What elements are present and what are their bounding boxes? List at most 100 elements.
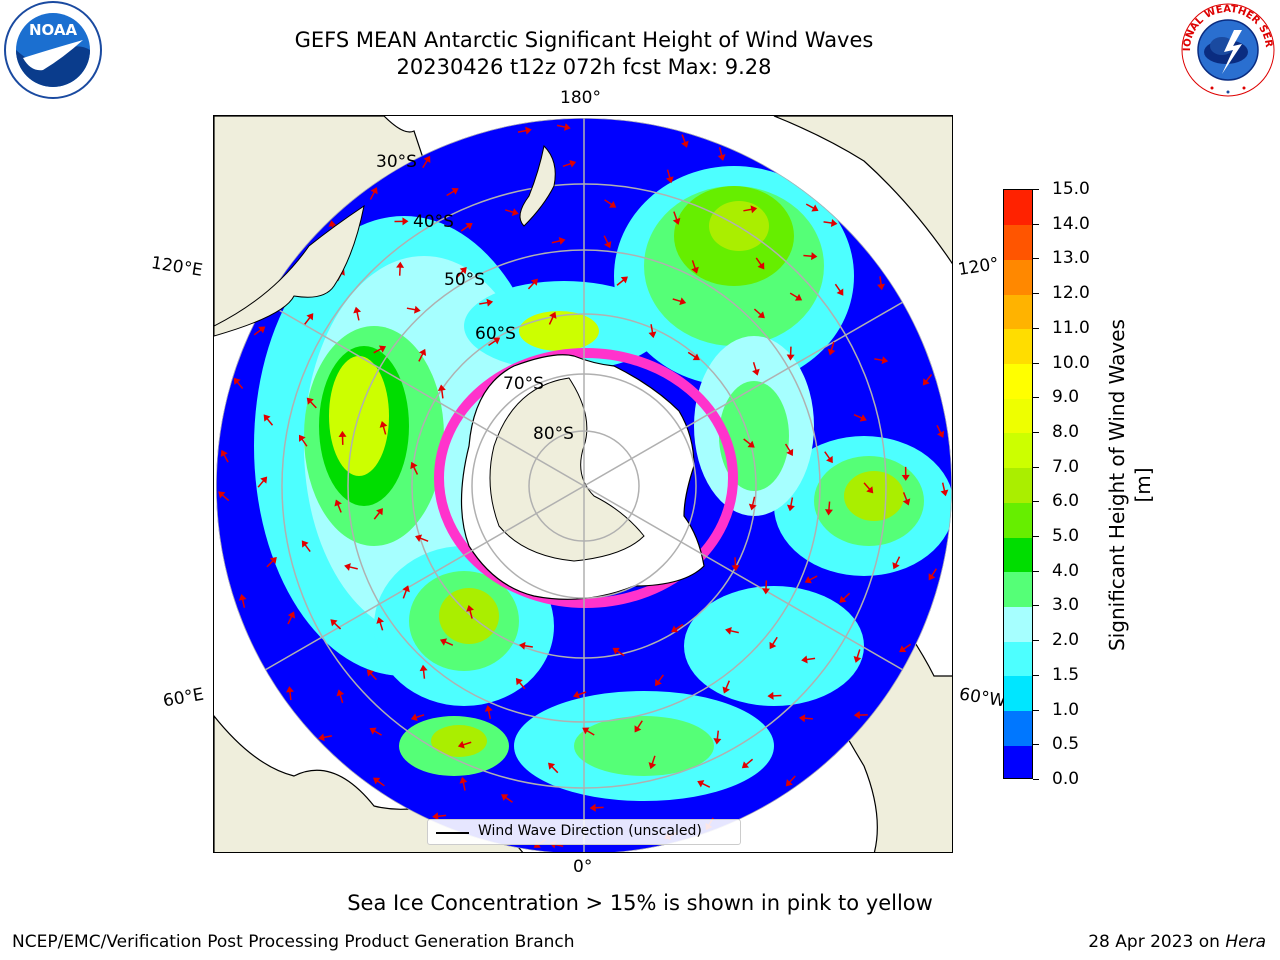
colorbar-tick-label: 14.0 [1052, 213, 1090, 234]
wind-wave-arrow [713, 730, 722, 745]
wind-wave-arrow [789, 292, 803, 301]
wind-wave-arrow [432, 812, 447, 821]
wind-wave-arrow [901, 466, 910, 481]
colorbar-tick-label: 12.0 [1052, 283, 1090, 304]
wind-wave-arrow [257, 476, 268, 488]
wind-wave-arrow [784, 443, 794, 456]
wind-wave-arrow [410, 713, 425, 722]
colorbar-segment [1004, 398, 1032, 434]
colorbar-tick-label: 2.0 [1052, 630, 1080, 651]
graticule [216, 118, 952, 852]
nws-logo: NATIONAL WEATHER SERVICE [1178, 0, 1276, 98]
wind-wave-arrow [338, 430, 347, 445]
wind-wave-arrow [801, 655, 816, 664]
wind-wave-arrow [402, 585, 410, 599]
colorbar-tick [1033, 293, 1039, 295]
wind-wave-arrow [823, 219, 838, 227]
wind-wave-arrow [655, 674, 664, 687]
wind-wave-arrow [266, 556, 277, 568]
colorbar-segment [1004, 224, 1032, 260]
wind-wave-arrow [785, 775, 796, 787]
colorbar-segment [1004, 259, 1032, 295]
lon-label-180: 180° [560, 88, 601, 108]
colorbar-tick [1033, 640, 1039, 642]
colorbar-tick [1033, 501, 1039, 503]
wind-wave-arrow [373, 508, 383, 520]
wind-wave-arrow [824, 451, 833, 464]
legend-label: Wind Wave Direction (unscaled) [478, 823, 702, 839]
wind-wave-arrow [459, 776, 468, 791]
wind-wave-arrow [286, 686, 294, 701]
lat-label-60s: 60°S [475, 324, 516, 344]
wind-wave-arrow [648, 324, 657, 339]
colorbar-tick-label: 15.0 [1052, 179, 1090, 199]
wind-wave-arrow [551, 237, 566, 245]
wind-wave-arrow [582, 727, 595, 736]
lat-label-80s: 80°S [533, 424, 574, 444]
wind-wave-arrow [589, 803, 604, 812]
wind-wave-arrow [518, 641, 533, 650]
colorbar-segment [1004, 467, 1032, 503]
wind-wave-arrow [238, 593, 247, 608]
wind-wave-arrow [344, 563, 358, 571]
wind-wave-arrow [853, 649, 862, 663]
wind-wave-arrow [220, 449, 229, 463]
colorbar-segment [1004, 641, 1032, 677]
colorbar-segment [1004, 363, 1032, 399]
ocean-disc [216, 118, 952, 852]
wind-wave-arrow [902, 492, 911, 506]
colorbar-tick [1033, 674, 1039, 676]
wind-wave-arrow [548, 762, 559, 774]
colorbar-tick-label: 4.0 [1052, 560, 1080, 581]
antarctica-land [489, 377, 645, 562]
colorbar-tick [1033, 397, 1039, 399]
new-zealand [519, 144, 556, 227]
colorbar-tick-label: 13.0 [1052, 248, 1090, 269]
australia [214, 204, 365, 337]
noaa-logo-text: NOAA [29, 21, 78, 39]
wind-wave-arrow [379, 420, 388, 435]
wind-wave-arrow [741, 758, 754, 769]
noaa-logo: NOAA [4, 1, 102, 99]
wind-wave-arrow [263, 414, 274, 426]
wind-wave-arrow [548, 311, 557, 325]
sea-ice-edge [434, 348, 738, 608]
colorbar-tick [1033, 223, 1039, 225]
wind-wave-arrow [753, 308, 765, 319]
wind-wave-arrow [603, 235, 612, 249]
wind-wave-arrow [743, 205, 758, 214]
wind-wave-arrow [572, 690, 587, 699]
wind-wave-arrow [366, 669, 377, 681]
wind-wave-arrow [501, 794, 513, 803]
wind-wave-arrow [556, 123, 571, 131]
colorbar-tick-label: 0.5 [1052, 734, 1080, 755]
wind-wave-arrow [853, 413, 867, 422]
wind-wave-arrow [717, 147, 726, 161]
wind-wave-arrow [936, 424, 945, 438]
lon-label-60e: 60°E [161, 684, 206, 712]
colorbar-segment [1004, 710, 1032, 746]
wind-wave-arrow [517, 126, 532, 135]
wind-wave-arrow [928, 568, 937, 581]
wind-wave-arrow [769, 636, 778, 650]
wind-wave-arrow [353, 306, 362, 321]
wind-wave-arrow [373, 345, 387, 354]
wind-wave-arrow [665, 169, 674, 184]
wind-wave-arrow [253, 326, 266, 336]
wind-wave-arrow [634, 720, 643, 733]
colorbar-tick-label: 1.0 [1052, 699, 1080, 720]
wind-wave-arrow [373, 777, 385, 787]
wind-wave-arrow [612, 647, 625, 657]
wind-wave-arrow [410, 461, 419, 475]
colorbar-tick-label: 3.0 [1052, 595, 1080, 616]
wind-wave-arrow [803, 252, 818, 261]
lat-label-50s: 50°S [444, 270, 485, 290]
wind-wave-arrow [798, 714, 813, 723]
wind-wave-arrow [406, 305, 421, 314]
sea-ice-note: Sea Ice Concentration > 15% is shown in … [347, 891, 933, 915]
colorbar-segment [1004, 328, 1032, 365]
wind-wave-arrow [804, 575, 818, 584]
wind-wave-arrow [218, 491, 230, 502]
colorbar-segment [1004, 606, 1032, 642]
wind-wave-arrow [479, 298, 494, 307]
